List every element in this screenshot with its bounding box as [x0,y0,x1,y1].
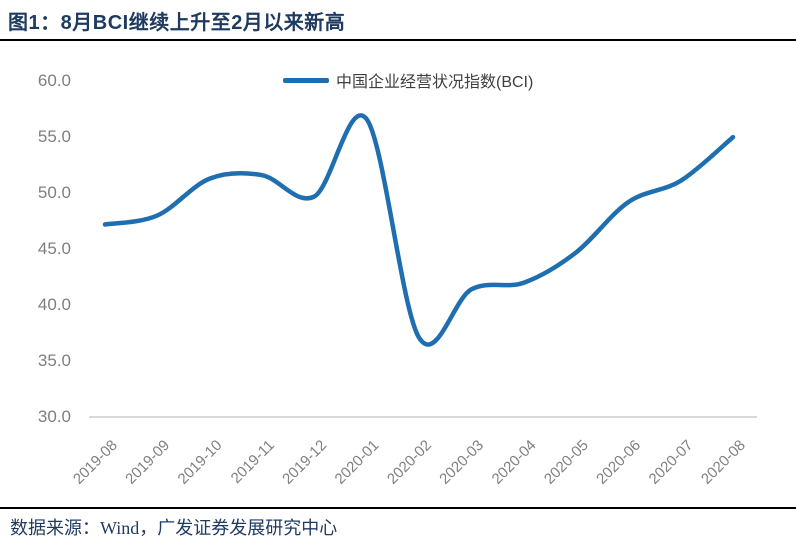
legend-line-swatch [283,77,329,83]
x-tick-label: 2020-05 [541,437,592,488]
x-tick-label: 2020-03 [436,437,487,488]
x-tick-label: 2020-07 [646,437,697,488]
x-tick-label: 2020-01 [332,437,383,488]
bci-series-line [102,113,736,347]
x-tick-label: 2019-10 [175,437,226,488]
y-tick-label: 35.0 [38,351,71,370]
title-divider [0,39,796,41]
y-tick-label: 60.0 [38,71,71,90]
x-tick-label: 2019-08 [70,437,121,488]
x-tick-label: 2020-08 [698,437,749,488]
y-tick-label: 50.0 [38,183,71,202]
chart-legend: 中国企业经营状况指数(BCI) [283,68,533,92]
data-source-note: 数据来源：Wind，广发证券发展研究中心 [10,518,338,538]
x-tick-label: 2020-06 [593,437,644,488]
x-tick-label: 2019-12 [279,437,330,488]
y-tick-label: 40.0 [38,295,71,314]
y-tick-label: 45.0 [38,239,71,258]
x-tick-label: 2020-04 [489,437,540,488]
y-tick-label: 55.0 [38,127,71,146]
figure-title: 图1：8月BCI继续上升至2月以来新高 [8,12,346,34]
x-tick-label: 2019-09 [122,437,173,488]
legend-series-label: 中国企业经营状况指数(BCI) [336,74,534,91]
x-tick-label: 2020-02 [384,437,435,488]
x-tick-label: 2019-11 [228,437,278,487]
y-tick-label: 30.0 [38,407,71,426]
footer-divider [0,507,796,509]
